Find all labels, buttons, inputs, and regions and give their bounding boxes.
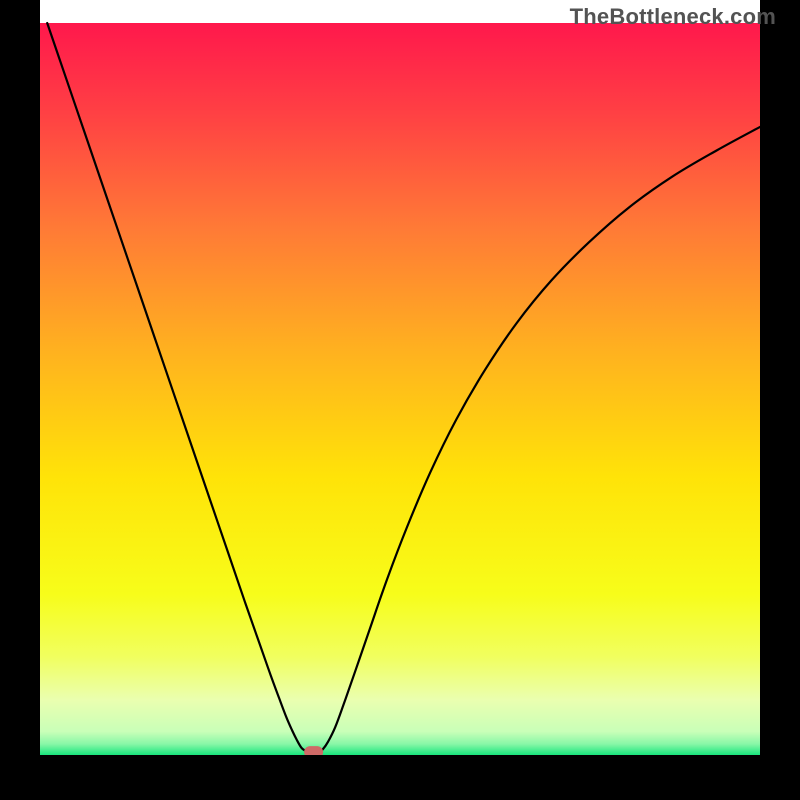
chart-stage: TheBottleneck.com xyxy=(0,0,800,800)
border-right xyxy=(760,0,800,800)
border-left xyxy=(0,0,40,800)
watermark-text: TheBottleneck.com xyxy=(570,4,776,30)
border-bottom xyxy=(0,755,800,800)
chart-background xyxy=(40,23,760,755)
chart-svg xyxy=(0,0,800,800)
